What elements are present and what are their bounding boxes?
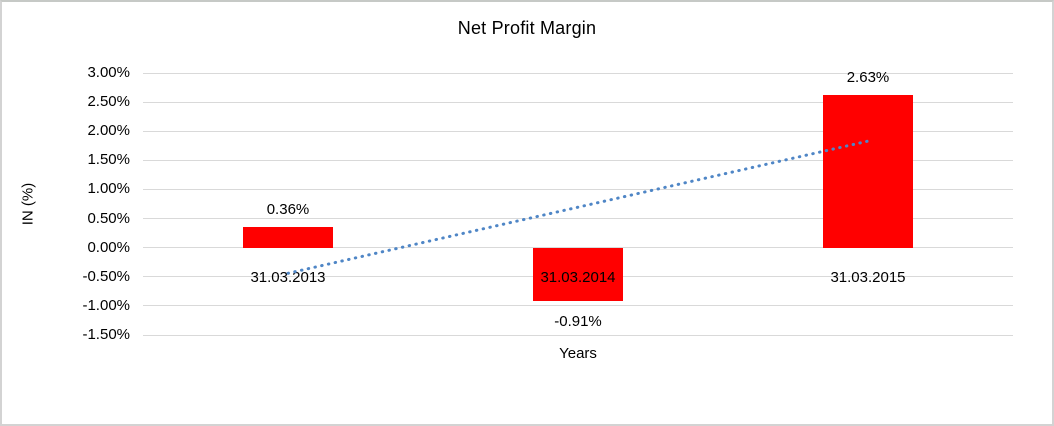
chart-title: Net Profit Margin <box>457 18 597 38</box>
gridline <box>143 72 1013 74</box>
y-tick-label: 0.50% <box>87 209 130 227</box>
y-axis-title: IN (%) <box>19 182 37 226</box>
y-tick-label: 1.00% <box>87 180 130 198</box>
y-tick-label: 1.50% <box>87 151 130 169</box>
gridline <box>143 305 1013 307</box>
category-label: 31.03.2014 <box>540 268 616 286</box>
gridline <box>143 101 1013 103</box>
gridline <box>143 334 1013 336</box>
category-label: 31.03.2013 <box>250 268 326 286</box>
bar-31.03.2015 <box>823 94 913 248</box>
data-label: 0.36% <box>266 200 310 218</box>
bar-31.03.2013 <box>243 226 333 248</box>
y-tick-label: -1.00% <box>82 296 130 314</box>
gridline <box>143 130 1013 132</box>
data-label: -0.91% <box>554 312 602 330</box>
y-tick-label: 2.50% <box>87 93 130 111</box>
y-tick-label: 3.00% <box>87 64 130 81</box>
y-tick-label: -0.50% <box>82 267 130 285</box>
category-label: 31.03.2015 <box>830 268 906 286</box>
x-axis-title: Years <box>559 345 597 362</box>
y-tick-label: -1.50% <box>82 326 130 343</box>
y-tick-label: 0.00% <box>87 238 130 256</box>
y-tick-label: 2.00% <box>87 122 130 140</box>
data-label: 2.63% <box>846 68 890 86</box>
